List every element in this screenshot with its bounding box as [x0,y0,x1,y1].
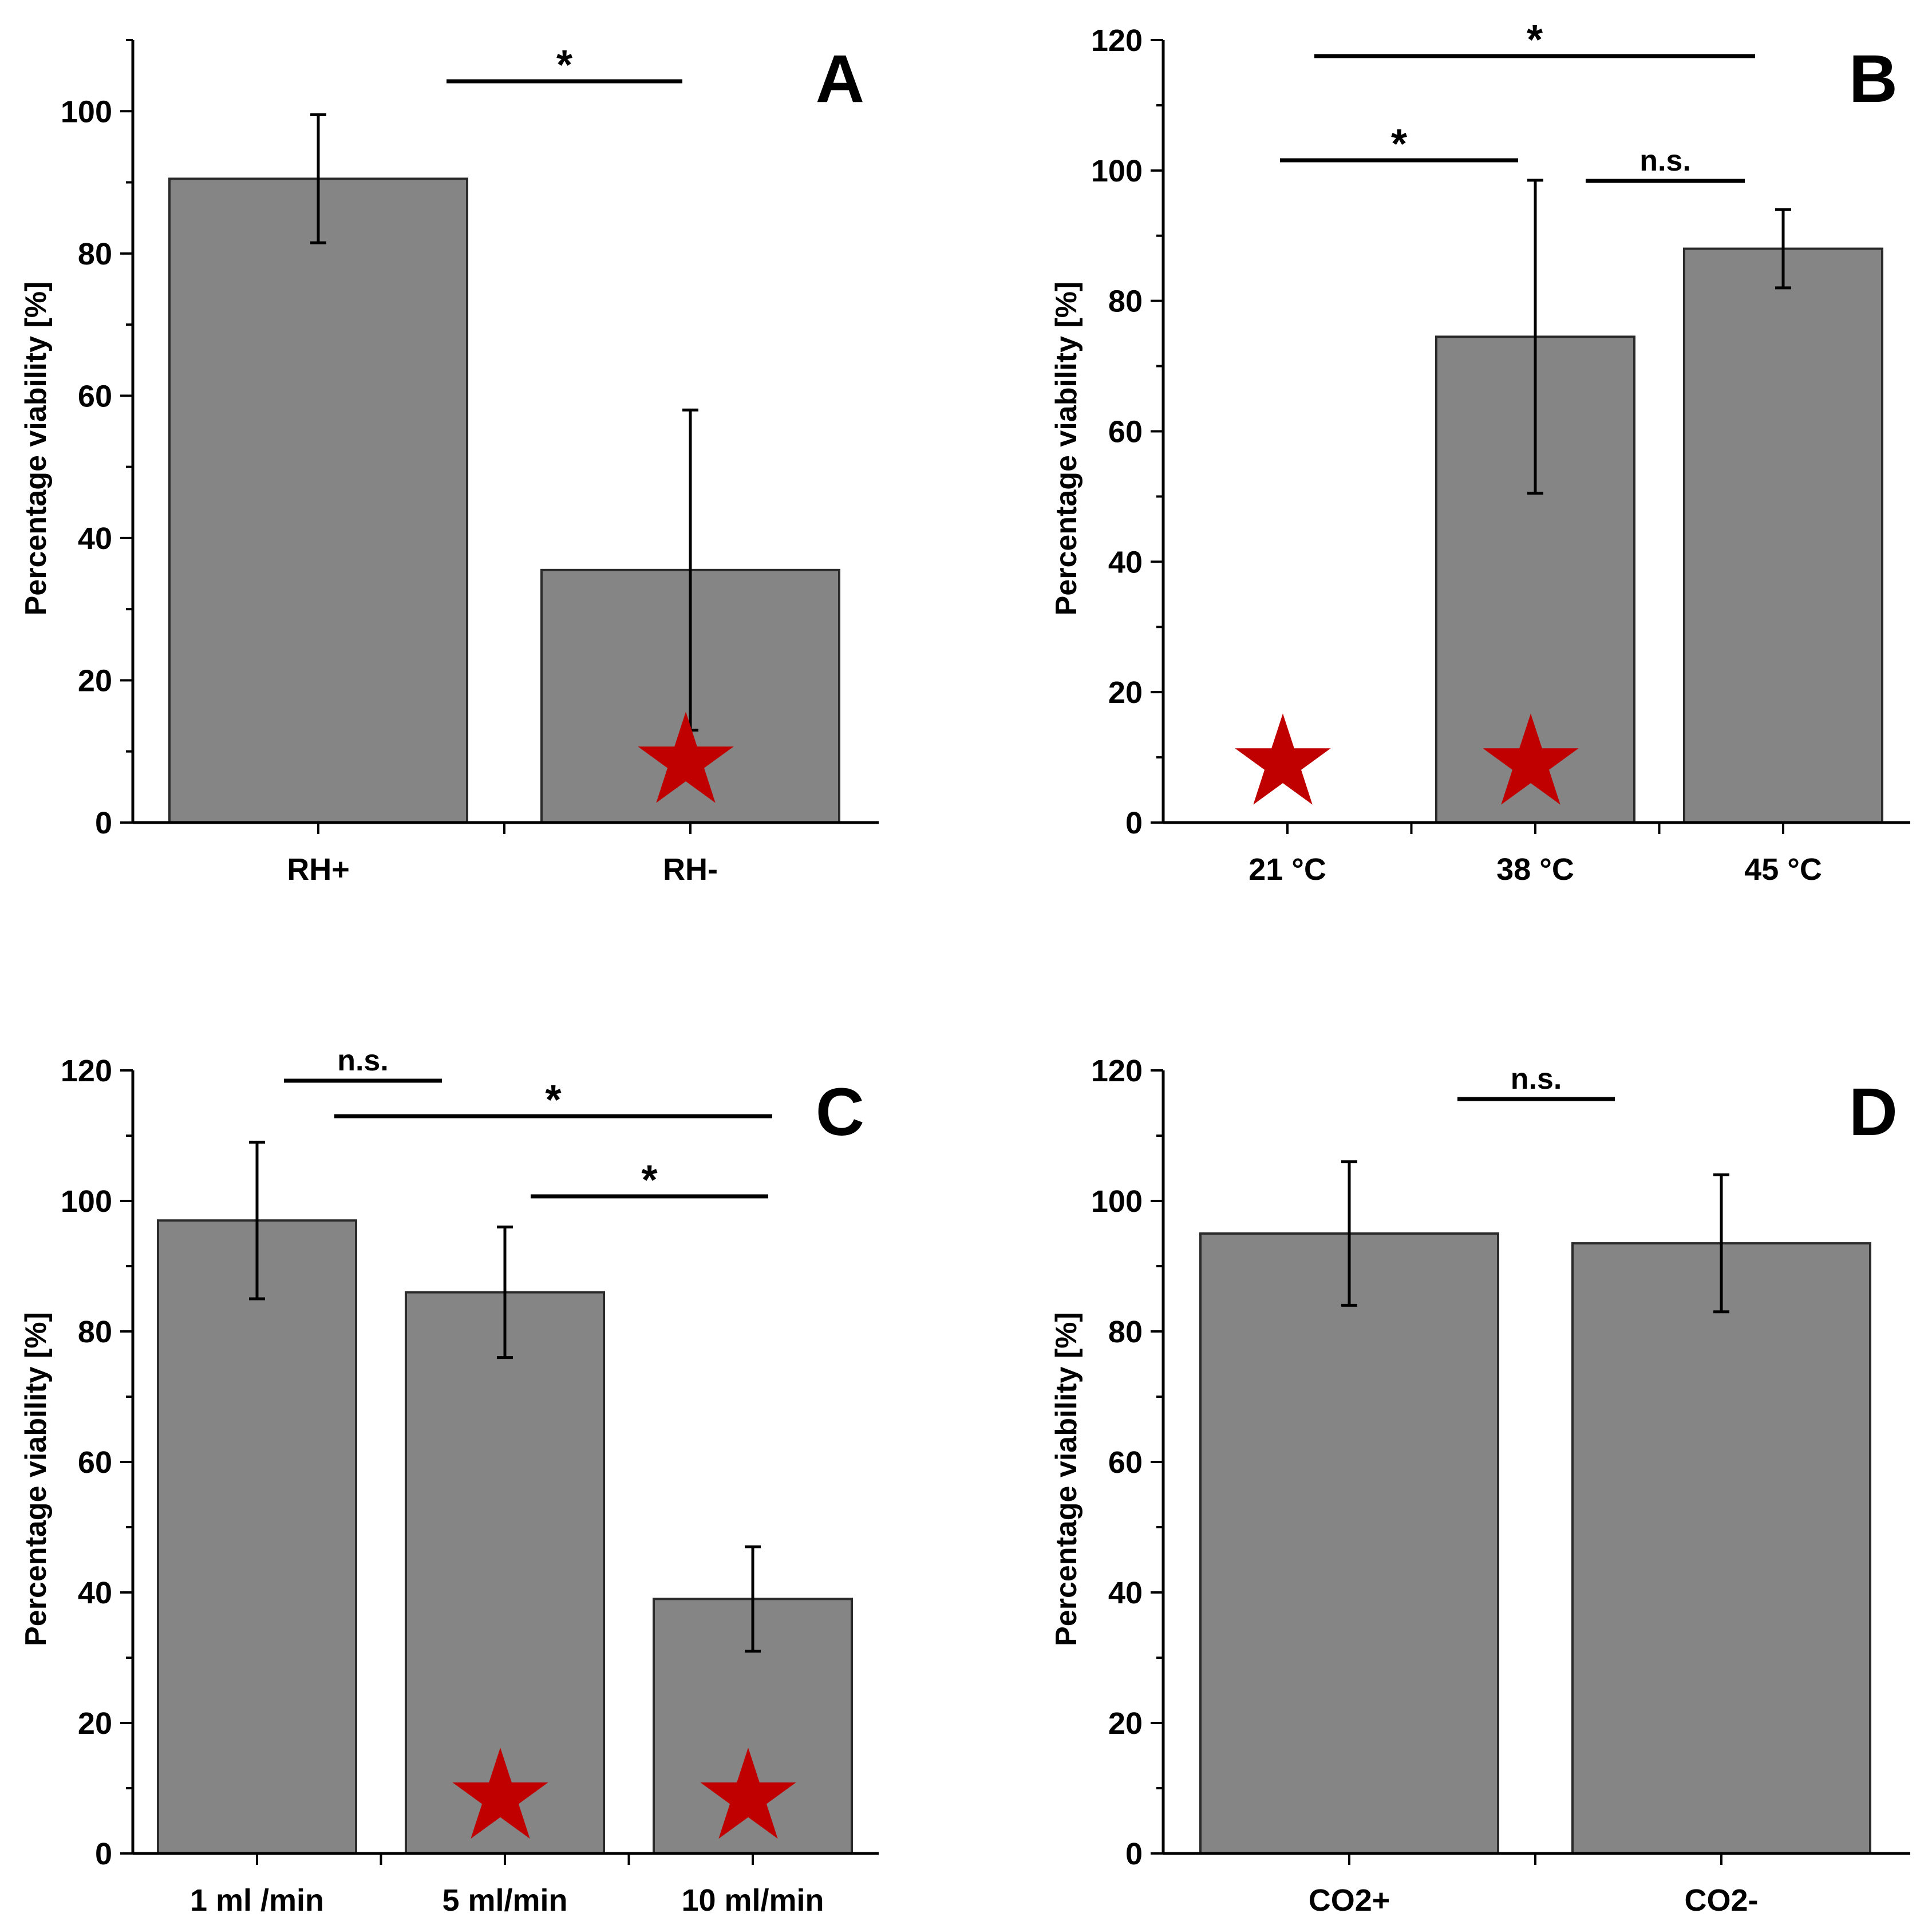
significance-bracket: * [447,42,682,88]
significance-label: n.s. [1639,144,1691,177]
star-marker-1 [638,712,734,803]
x-tick-label: CO2- [1684,1883,1758,1918]
significance-bracket: n.s. [284,1044,442,1083]
y-tick-label: 120 [1091,23,1143,58]
y-tick-label: 40 [1108,545,1143,579]
y-axis-label: Percentage viability [%] [19,1312,53,1646]
y-tick-label: 60 [78,379,112,413]
star-marker-0 [1235,713,1331,805]
y-tick-label: 60 [78,1445,112,1480]
significance-bracket: n.s. [1457,1062,1615,1101]
significance-bracket: * [334,1077,772,1123]
significance-bracket: * [1280,121,1518,167]
significance-label: n.s. [337,1044,389,1077]
panel-a: 0 20 40 60 80 100 RH+ RH- Percentage viability [… [19,39,879,887]
y-tick-label: 100 [61,94,112,129]
panel-b: 0 20 40 60 80 100 120 21 °C 38 °C 45 °C Percentage… [1050,17,1910,887]
y-tick-label: 20 [78,663,112,698]
bar-1 [405,1291,605,1855]
y-tick-label: 80 [1108,1315,1143,1349]
y-tick-label: 20 [1108,675,1143,710]
error-bar-2 [1775,208,1791,290]
star-marker-1 [452,1748,548,1839]
x-tick-label: CO2+ [1309,1883,1390,1918]
y-tick-label: 0 [1125,806,1143,840]
bar-0 [1199,1232,1499,1855]
bar-0 [168,177,468,824]
star-marker-1 [1483,713,1579,805]
y-tick-label: 80 [78,237,112,271]
y-tick-label: 60 [1108,1445,1143,1480]
x-tick-label: 21 °C [1249,852,1326,887]
significance-label: * [556,42,572,88]
significance-bracket: * [1314,17,1755,63]
y-tick-label: 0 [95,1837,112,1871]
x-tick-label: 45 °C [1744,852,1822,887]
significance-label: * [545,1077,561,1123]
error-bar-1 [497,1226,513,1359]
significance-bracket: * [531,1157,768,1203]
y-axis-label: Percentage viability [%] [1050,282,1083,616]
error-bar-0 [310,113,326,244]
x-tick-label: 5 ml/min [442,1883,567,1918]
y-tick-label: 40 [78,1576,112,1610]
bar-0 [157,1219,357,1855]
y-tick-label: 40 [1108,1576,1143,1610]
y-axis-label: Percentage viability [%] [19,282,53,616]
y-tick-label: 120 [61,1054,112,1088]
y-tick-label: 60 [1108,415,1143,449]
panel-label: D [1849,1074,1898,1150]
x-tick-label: RH- [663,852,718,887]
significance-bracket: n.s. [1586,144,1745,183]
panel-d: 0 20 40 60 80 100 120 CO2+ CO2- Percentage viabil… [1050,1054,1910,1918]
bar-2 [1683,247,1883,824]
error-bar-0 [1341,1160,1357,1307]
y-tick-label: 100 [61,1184,112,1219]
x-tick-label: RH+ [287,852,350,887]
bar-1 [1571,1242,1871,1855]
y-tick-label: 0 [1125,1837,1143,1871]
panel-label: A [816,41,864,117]
y-tick-label: 20 [78,1706,112,1741]
x-tick-label: 10 ml/min [681,1883,824,1918]
panel-c: 0 20 40 60 80 100 120 1 ml /min 5 ml/min 10 ml/mi… [19,1044,879,1918]
y-tick-label: 40 [78,521,112,556]
error-bar-1 [1713,1173,1729,1314]
y-tick-label: 80 [78,1315,112,1349]
error-bar-2 [745,1545,761,1653]
y-tick-label: 0 [95,806,112,840]
error-bar-1 [1527,179,1543,495]
panel-label: B [1849,41,1898,117]
x-tick-label: 38 °C [1496,852,1574,887]
panel-label: C [816,1074,864,1150]
y-tick-label: 100 [1091,154,1143,188]
error-bar-0 [249,1140,265,1301]
significance-label: n.s. [1511,1062,1562,1096]
y-axis-label: Percentage viability [%] [1050,1312,1083,1646]
y-tick-label: 120 [1091,1054,1143,1088]
y-tick-label: 100 [1091,1184,1143,1219]
significance-label: * [1391,121,1407,167]
y-tick-label: 20 [1108,1706,1143,1741]
star-marker-2 [700,1748,796,1839]
y-tick-label: 80 [1108,284,1143,319]
significance-label: * [641,1157,657,1203]
x-tick-label: 1 ml /min [190,1883,324,1918]
significance-label: * [1527,17,1543,63]
